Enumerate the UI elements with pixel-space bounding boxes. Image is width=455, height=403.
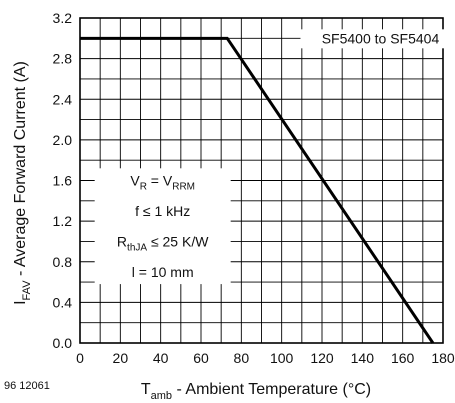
x-tick-label: 80 [234,350,250,366]
x-tick-label: 100 [270,350,294,366]
legend-background [300,29,455,49]
x-axis-label: Tamb - Ambient Temperature (°C) [141,381,371,402]
figure-code: 96 12061 [4,380,50,392]
x-tick-labels: 0 20 40 60 80 100 120 140 160 180 [76,350,455,366]
conditions-background [94,168,231,285]
y-tick-label: 1.6 [53,173,73,189]
legend-entry: SF5400 to SF5404 [322,30,440,46]
y-tick-label: 2.0 [53,132,73,148]
x-tick-label: 180 [431,350,455,366]
x-tick-label: 20 [113,350,129,366]
x-tick-label: 40 [153,350,169,366]
condition-thermal-resistance: RthJA ≤ 25 K/W [117,233,209,253]
x-tick-label: 60 [193,350,209,366]
y-tick-label: 0.4 [53,294,73,310]
y-tick-label: 0.0 [53,335,73,351]
y-axis-label: IFAV - Average Forward Current (A) [12,61,33,305]
y-tick-label: 1.2 [53,213,73,229]
x-tick-label: 140 [351,350,375,366]
y-tick-label: 2.4 [53,91,73,107]
x-tick-label: 0 [76,350,84,366]
y-tick-labels: 0.0 0.4 0.8 1.2 1.6 2.0 2.4 2.8 3.2 [53,10,73,351]
condition-voltage: VR = VRRM [130,173,195,193]
grid [80,18,443,343]
y-tick-label: 2.8 [53,51,73,67]
y-tick-label: 0.8 [53,254,73,270]
condition-frequency: f ≤ 1 kHz [135,203,190,219]
x-tick-label: 160 [391,350,415,366]
plot-frame [79,17,444,344]
x-tick-label: 120 [310,350,334,366]
y-tick-label: 3.2 [53,10,73,26]
series-line-sf5400-sf5404 [80,36,435,344]
condition-lead-length: l = 10 mm [132,264,194,280]
